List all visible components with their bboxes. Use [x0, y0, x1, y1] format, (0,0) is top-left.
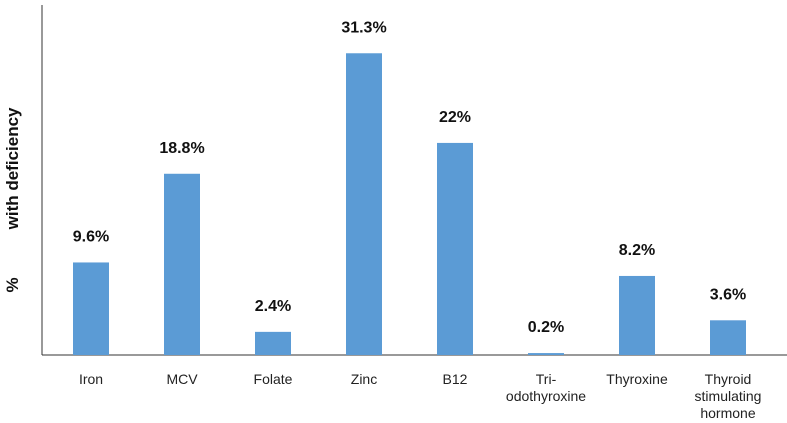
bar — [710, 320, 746, 355]
x-tick-label: Folate — [254, 371, 293, 387]
x-tick-label: Zinc — [351, 371, 377, 387]
bar — [164, 173, 200, 355]
x-tick-label: Tri-odothyroxine — [506, 371, 586, 404]
data-label: 2.4% — [255, 298, 291, 315]
bar — [619, 275, 655, 355]
bar — [437, 142, 473, 355]
data-label: 18.8% — [159, 140, 204, 157]
bar — [255, 331, 291, 355]
x-tick-label: Thyroxine — [606, 371, 668, 387]
bar — [346, 53, 382, 355]
data-label: 9.6% — [73, 228, 109, 245]
x-tick-label: MCV — [166, 371, 198, 387]
data-label: 0.2% — [528, 319, 564, 336]
x-tick-label: Iron — [79, 371, 103, 387]
data-label: 3.6% — [710, 286, 746, 303]
bar — [73, 262, 109, 355]
data-label: 8.2% — [619, 242, 655, 259]
data-label: 22% — [439, 109, 471, 126]
data-label: 31.3% — [341, 19, 386, 36]
bar — [528, 353, 564, 355]
x-tick-label: B12 — [443, 371, 468, 387]
x-tick-label: Thyroid stimulating hormone — [695, 371, 762, 421]
